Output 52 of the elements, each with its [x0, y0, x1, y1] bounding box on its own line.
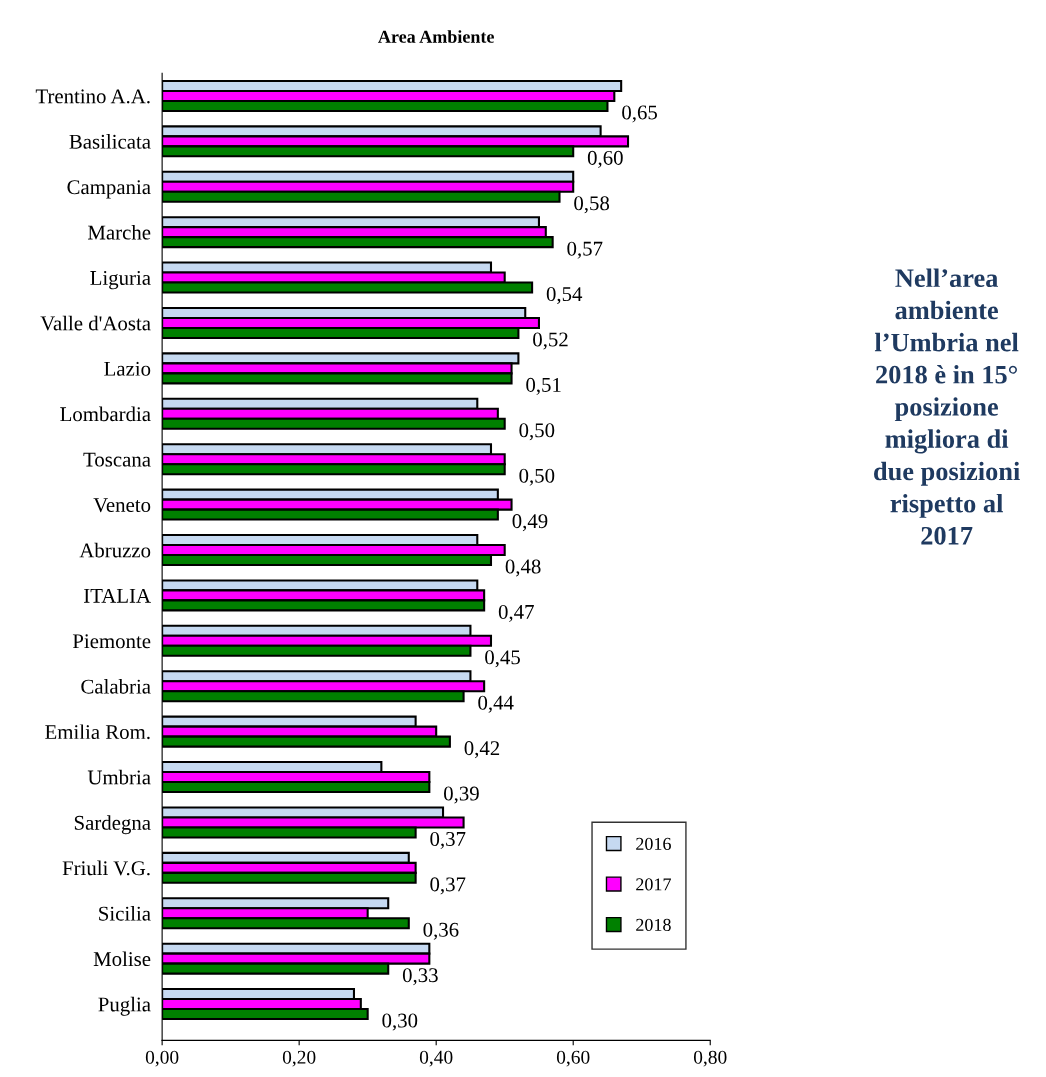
- x-tick-label: 0,60: [556, 1050, 590, 1067]
- legend-label: 2017: [636, 878, 671, 891]
- data-label: 0,65: [622, 105, 657, 123]
- x-tick-label: 0,40: [419, 1050, 453, 1067]
- text: Nell’area ambiente l’Umbria nel 2018 è in 15° posizione migliora di due posizioni rispetto al 2017: [874, 268, 1020, 545]
- data-label: 0,58: [574, 196, 610, 214]
- data-label: 0,49: [512, 514, 548, 532]
- y-tick-label: Campania: [67, 180, 151, 199]
- y-tick-label: Emilia Rom.: [45, 724, 150, 740]
- data-label: 0,47: [498, 604, 534, 622]
- y-tick-label: Trentino A.A.: [35, 89, 150, 104]
- y-tick-label: Lazio: [104, 361, 151, 376]
- y-tick-label: Piemonte: [72, 634, 151, 649]
- data-label: 0,37: [430, 831, 466, 849]
- data-label: 0,54: [546, 287, 583, 305]
- y-tick-label: ITALIA: [84, 588, 151, 603]
- y-tick-label: Lombardia: [60, 406, 151, 422]
- y-tick-label: Marche: [87, 224, 151, 240]
- data-label: 0,60: [587, 150, 623, 168]
- y-tick-label: Molise: [93, 951, 151, 967]
- y-tick-label: Liguria: [90, 270, 151, 290]
- data-label: 0,39: [444, 786, 479, 804]
- data-label: 0,30: [382, 1013, 418, 1031]
- y-tick-label: Veneto: [93, 498, 151, 513]
- y-tick-label: Sardegna: [74, 815, 151, 835]
- data-label: 0,42: [464, 741, 500, 759]
- y-tick-label: Abruzzo: [79, 542, 151, 558]
- chart-title: Area Ambiente: [378, 30, 494, 43]
- data-label: 0,48: [505, 559, 541, 577]
- y-tick-label: Toscana: [83, 452, 151, 467]
- legend-label: 2018: [636, 918, 671, 931]
- data-label: 0,57: [567, 241, 603, 259]
- data-label: 0,50: [519, 468, 555, 486]
- y-tick-label: Calabria: [81, 678, 151, 694]
- y-tick-label: Umbria: [87, 769, 151, 785]
- data-label: 0,44: [478, 695, 514, 713]
- data-label: 0,45: [485, 650, 520, 668]
- y-tick-label: Sicilia: [99, 906, 151, 921]
- y-tick-label: Friuli V.G.: [62, 860, 150, 876]
- data-label: 0,51: [526, 377, 561, 395]
- data-label: 0,50: [519, 423, 555, 441]
- x-tick-label: 0,80: [693, 1050, 727, 1067]
- y-tick-label: Puglia: [98, 996, 151, 1016]
- legend-label: 2016: [636, 837, 671, 850]
- data-label: 0,52: [533, 332, 568, 350]
- x-tick-label: 0,20: [282, 1050, 316, 1067]
- data-label: 0,37: [430, 877, 466, 895]
- data-label: 0,36: [423, 922, 459, 940]
- y-tick-label: Valle d'Aosta: [40, 315, 151, 331]
- y-tick-label: Basilicata: [69, 134, 151, 149]
- x-tick-label: 0,00: [145, 1050, 179, 1067]
- data-label: 0,33: [402, 968, 438, 986]
